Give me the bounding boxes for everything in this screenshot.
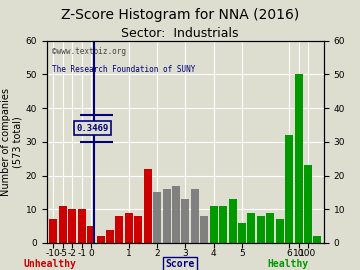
Text: Z-Score Histogram for NNA (2016): Z-Score Histogram for NNA (2016): [61, 8, 299, 22]
Bar: [247, 213, 255, 243]
Bar: [153, 192, 161, 243]
Text: 0.3469: 0.3469: [76, 124, 109, 133]
Bar: [294, 74, 302, 243]
Bar: [144, 169, 152, 243]
Bar: [96, 236, 104, 243]
Text: Unhealthy: Unhealthy: [24, 259, 77, 269]
Bar: [78, 209, 86, 243]
Bar: [49, 219, 57, 243]
Bar: [191, 189, 199, 243]
Bar: [125, 213, 133, 243]
Bar: [266, 213, 274, 243]
Text: ©www.textbiz.org: ©www.textbiz.org: [52, 46, 126, 56]
Bar: [106, 230, 114, 243]
Bar: [238, 223, 246, 243]
Bar: [285, 135, 293, 243]
Bar: [116, 216, 123, 243]
Bar: [87, 226, 95, 243]
Text: Score: Score: [165, 259, 195, 269]
Text: The Research Foundation of SUNY: The Research Foundation of SUNY: [52, 65, 196, 74]
Y-axis label: Number of companies
(573 total): Number of companies (573 total): [1, 88, 23, 196]
Bar: [229, 199, 237, 243]
Bar: [219, 206, 227, 243]
Text: Healthy: Healthy: [267, 259, 309, 269]
Bar: [172, 186, 180, 243]
Bar: [162, 189, 171, 243]
Bar: [257, 216, 265, 243]
Bar: [134, 216, 142, 243]
Bar: [181, 199, 189, 243]
Bar: [59, 206, 67, 243]
Bar: [68, 209, 76, 243]
Bar: [200, 216, 208, 243]
Bar: [210, 206, 218, 243]
Bar: [314, 236, 321, 243]
Text: Sector:  Industrials: Sector: Industrials: [121, 27, 239, 40]
Bar: [276, 219, 284, 243]
Bar: [304, 165, 312, 243]
